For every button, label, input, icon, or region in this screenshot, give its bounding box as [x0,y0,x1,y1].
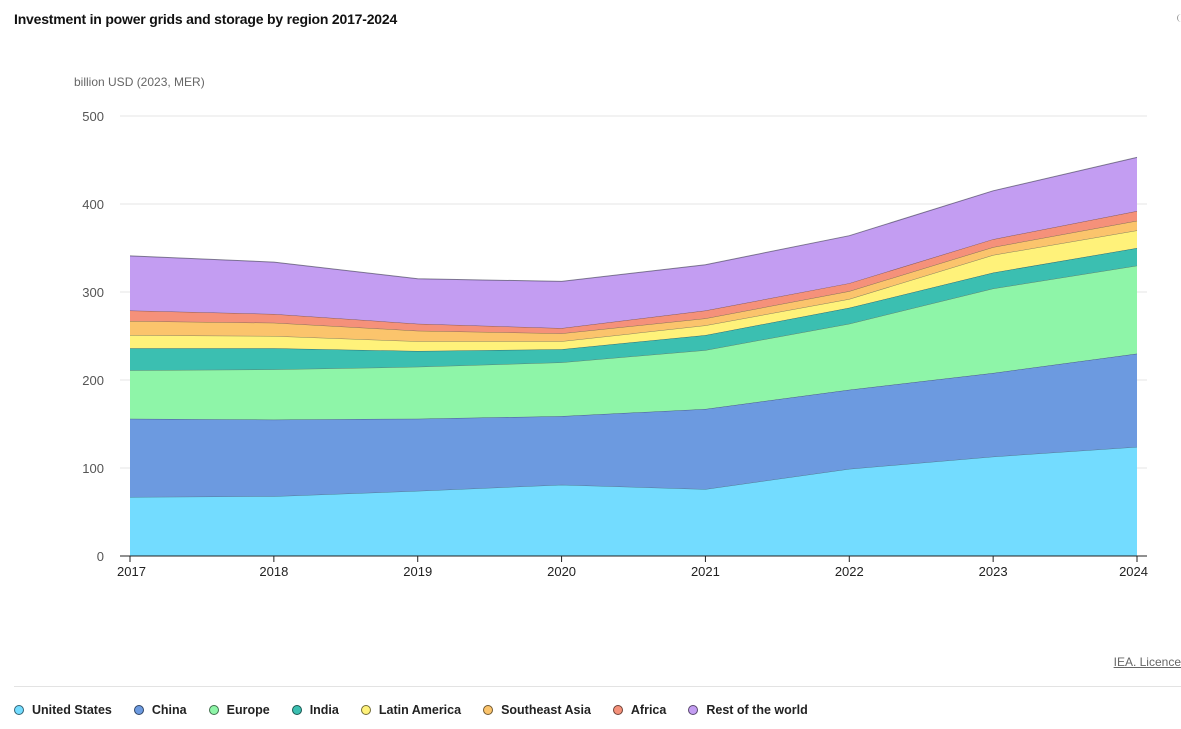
legend-label: Africa [630,703,667,717]
legend-label: Rest of the world [706,703,808,717]
x-tick-label: 2019 [403,564,432,579]
legend-swatch-icon [208,705,219,715]
y-tick-label: 300 [82,285,104,300]
x-tick-label: 2020 [547,564,576,579]
legend-swatch-icon [688,705,699,715]
legend-label: China [151,703,187,717]
chart-title: Investment in power grids and storage by… [14,11,398,27]
legend-label: India [309,703,339,717]
area-series-7 [130,157,1137,329]
legend-swatch-icon [14,705,24,715]
legend-item[interactable]: Latin America [360,703,462,717]
legend-swatch-icon [133,705,144,715]
legend-swatch-icon [483,705,494,715]
y-axis-unit-label: billion USD (2023, MER) [74,75,205,89]
area-chart: 0 100 200 300 400 500 2017 2018 2019 2020 2021 2022… [82,109,1148,579]
x-tick-label: 2021 [691,564,720,579]
legend-item[interactable]: India [291,703,339,717]
x-tick-label: 2023 [979,564,1008,579]
area-series-3 [130,248,1137,371]
area-series-0 [130,446,1137,556]
legend-label: Southeast Asia [501,703,591,717]
area-series-1 [130,353,1137,497]
axes: 0 100 200 300 400 500 2017 2018 2019 2020 2021 2022… [82,109,1148,579]
legend-label: United States [32,703,112,717]
x-tick-label: 2017 [117,564,146,579]
legend: United States China Europe India Latin Ameri… [14,703,808,717]
legend-label: Europe [226,703,270,717]
legend-divider [14,686,1181,687]
legend-item[interactable]: Rest of the world [688,703,808,717]
licence-link[interactable]: IEA. Licence [1113,655,1181,669]
legend-swatch-icon [291,705,302,715]
legend-item[interactable]: China [133,703,187,717]
area-series-edge-7 [129,156,1138,282]
y-tick-label: 0 [97,549,104,564]
stacked-areas [129,156,1138,556]
y-tick-label: 400 [82,197,104,212]
x-tick-label: 2018 [259,564,288,579]
legend-item[interactable]: United States [14,703,112,717]
x-tick-label: 2024 [1119,564,1148,579]
x-tick-label: 2022 [835,564,864,579]
y-tick-label: 500 [82,109,104,124]
legend-item[interactable]: Africa [612,703,667,717]
y-tick-label: 200 [82,373,104,388]
menu-icon[interactable] [1177,14,1181,22]
area-series-6 [130,211,1137,334]
area-series-5 [130,220,1137,342]
legend-item[interactable]: Southeast Asia [483,703,591,717]
legend-swatch-icon [612,705,623,715]
area-series-2 [130,265,1137,420]
y-tick-label: 100 [82,461,104,476]
legend-swatch-icon [360,705,371,715]
legend-item[interactable]: Europe [208,703,270,717]
area-series-4 [130,230,1137,351]
legend-label: Latin America [378,703,462,717]
